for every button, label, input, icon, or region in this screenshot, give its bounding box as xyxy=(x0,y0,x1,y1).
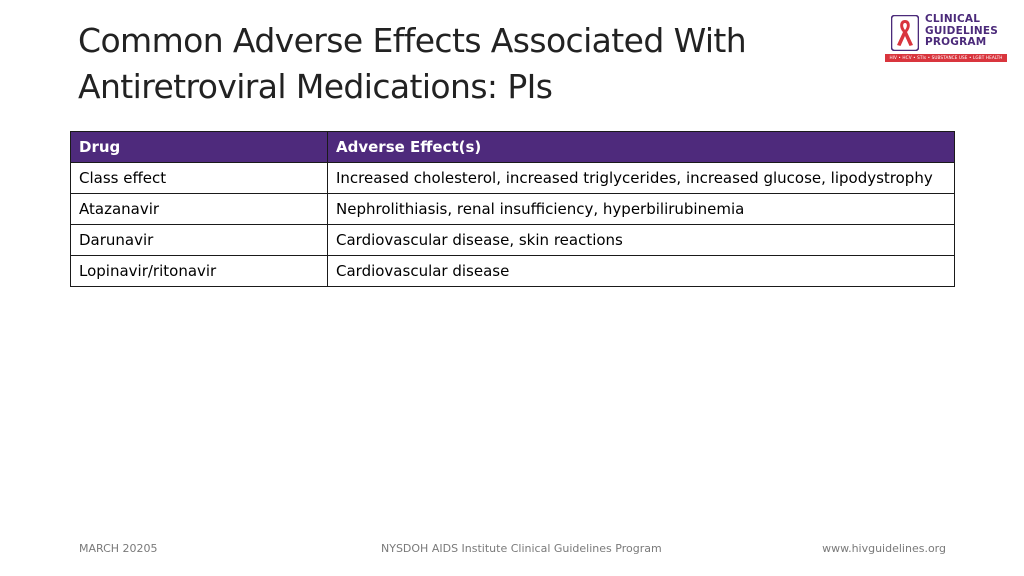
table-row: Darunavir Cardiovascular disease, skin r… xyxy=(70,224,955,256)
footer-organization: NYSDOH AIDS Institute Clinical Guideline… xyxy=(381,542,662,555)
column-header-adverse-effects: Adverse Effect(s) xyxy=(327,131,955,163)
logo-tagline: HIV • HCV • STIs • SUBSTANCE USE • LGBT … xyxy=(885,54,1007,62)
drug-cell: Atazanavir xyxy=(70,193,328,225)
column-header-drug: Drug xyxy=(70,131,328,163)
drug-cell: Lopinavir/ritonavir xyxy=(70,255,328,287)
table-row: Class effect Increased cholesterol, incr… xyxy=(70,162,955,194)
slide-title: Common Adverse Effects Associated With A… xyxy=(78,18,838,110)
table-row: Lopinavir/ritonavir Cardiovascular disea… xyxy=(70,255,955,287)
adverse-effect-cell: Nephrolithiasis, renal insufficiency, hy… xyxy=(327,193,955,225)
adverse-effect-cell: Cardiovascular disease, skin reactions xyxy=(327,224,955,256)
footer-date: MARCH 20205 xyxy=(79,542,158,555)
drug-cell: Darunavir xyxy=(70,224,328,256)
drug-cell: Class effect xyxy=(70,162,328,194)
adverse-effect-cell: Cardiovascular disease xyxy=(327,255,955,287)
awareness-ribbon-icon xyxy=(891,15,919,51)
table-row: Atazanavir Nephrolithiasis, renal insuff… xyxy=(70,193,955,225)
slide-title-line-1: Common Adverse Effects Associated With xyxy=(78,21,747,60)
adverse-effects-table: Drug Adverse Effect(s) Class effect Incr… xyxy=(70,131,955,287)
clinical-guidelines-program-logo: CLINICAL GUIDELINES PROGRAM HIV • HCV • … xyxy=(885,13,1007,65)
footer-website[interactable]: www.hivguidelines.org xyxy=(822,542,946,555)
logo-wordmark: CLINICAL GUIDELINES PROGRAM xyxy=(925,13,1007,49)
adverse-effect-cell: Increased cholesterol, increased triglyc… xyxy=(327,162,955,194)
logo-line-program: PROGRAM xyxy=(925,36,987,48)
logo-line-guidelines: GUIDELINES xyxy=(925,24,999,37)
slide-title-line-2: Antiretroviral Medications: PIs xyxy=(78,67,553,106)
logo-line-clinical: CLINICAL xyxy=(925,13,981,25)
table-header-row: Drug Adverse Effect(s) xyxy=(70,131,955,163)
